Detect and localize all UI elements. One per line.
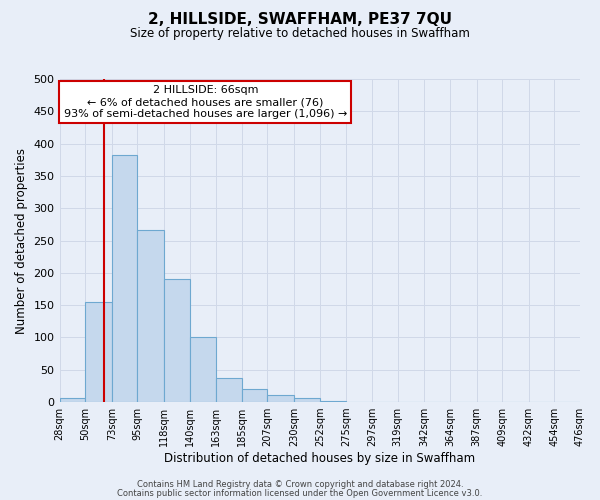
Bar: [137, 230, 164, 402]
X-axis label: Distribution of detached houses by size in Swaffham: Distribution of detached houses by size …: [164, 452, 475, 465]
Text: 2 HILLSIDE: 66sqm
← 6% of detached houses are smaller (76)
93% of semi-detached : 2 HILLSIDE: 66sqm ← 6% of detached house…: [64, 86, 347, 118]
Text: Contains public sector information licensed under the Open Government Licence v3: Contains public sector information licen…: [118, 488, 482, 498]
Y-axis label: Number of detached properties: Number of detached properties: [15, 148, 28, 334]
Bar: [217, 378, 242, 402]
Bar: [85, 302, 112, 402]
Text: Size of property relative to detached houses in Swaffham: Size of property relative to detached ho…: [130, 28, 470, 40]
Bar: [268, 395, 294, 402]
Bar: [190, 337, 217, 402]
Bar: [164, 280, 190, 402]
Bar: [59, 398, 85, 402]
Text: Contains HM Land Registry data © Crown copyright and database right 2024.: Contains HM Land Registry data © Crown c…: [137, 480, 463, 489]
Text: 2, HILLSIDE, SWAFFHAM, PE37 7QU: 2, HILLSIDE, SWAFFHAM, PE37 7QU: [148, 12, 452, 28]
Bar: [242, 388, 268, 402]
Bar: [112, 154, 137, 402]
Bar: [294, 398, 320, 402]
Bar: [320, 401, 346, 402]
